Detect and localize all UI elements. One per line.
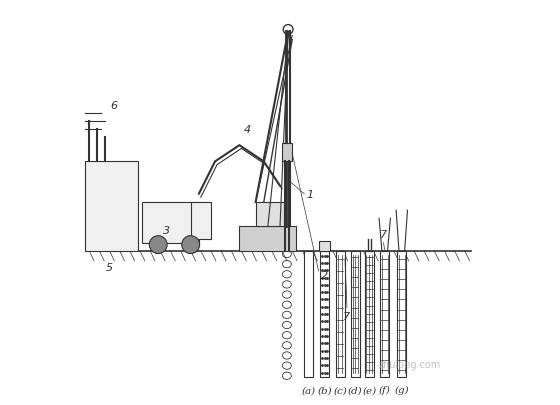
Bar (304, 251, 313, 377)
Text: (c): (c) (333, 385, 347, 394)
Text: (a): (a) (301, 385, 315, 394)
Text: (f): (f) (379, 385, 391, 394)
Text: 1: 1 (307, 190, 314, 199)
Bar (319, 241, 330, 251)
Text: (d): (d) (348, 385, 362, 394)
Text: 5: 5 (106, 262, 113, 272)
Bar (190, 202, 211, 239)
Bar (351, 251, 360, 377)
Text: 4: 4 (244, 125, 251, 134)
Bar (282, 144, 292, 162)
Text: 7: 7 (380, 230, 387, 240)
Bar (365, 251, 374, 377)
Bar (380, 251, 389, 377)
Text: 2: 2 (321, 271, 328, 280)
Text: (b): (b) (318, 385, 332, 394)
Bar (240, 227, 296, 251)
Bar (320, 251, 329, 377)
Text: (g): (g) (394, 385, 409, 394)
Bar (255, 202, 284, 227)
Text: 3: 3 (163, 226, 170, 236)
Bar (142, 202, 199, 243)
Text: (e): (e) (362, 385, 376, 394)
Bar (85, 162, 138, 251)
Circle shape (150, 236, 167, 254)
Circle shape (182, 236, 199, 254)
Text: 7: 7 (343, 311, 351, 321)
Text: 6: 6 (110, 100, 117, 110)
Bar (398, 251, 406, 377)
Bar (335, 251, 344, 377)
Text: zhulong.com: zhulong.com (379, 360, 441, 369)
